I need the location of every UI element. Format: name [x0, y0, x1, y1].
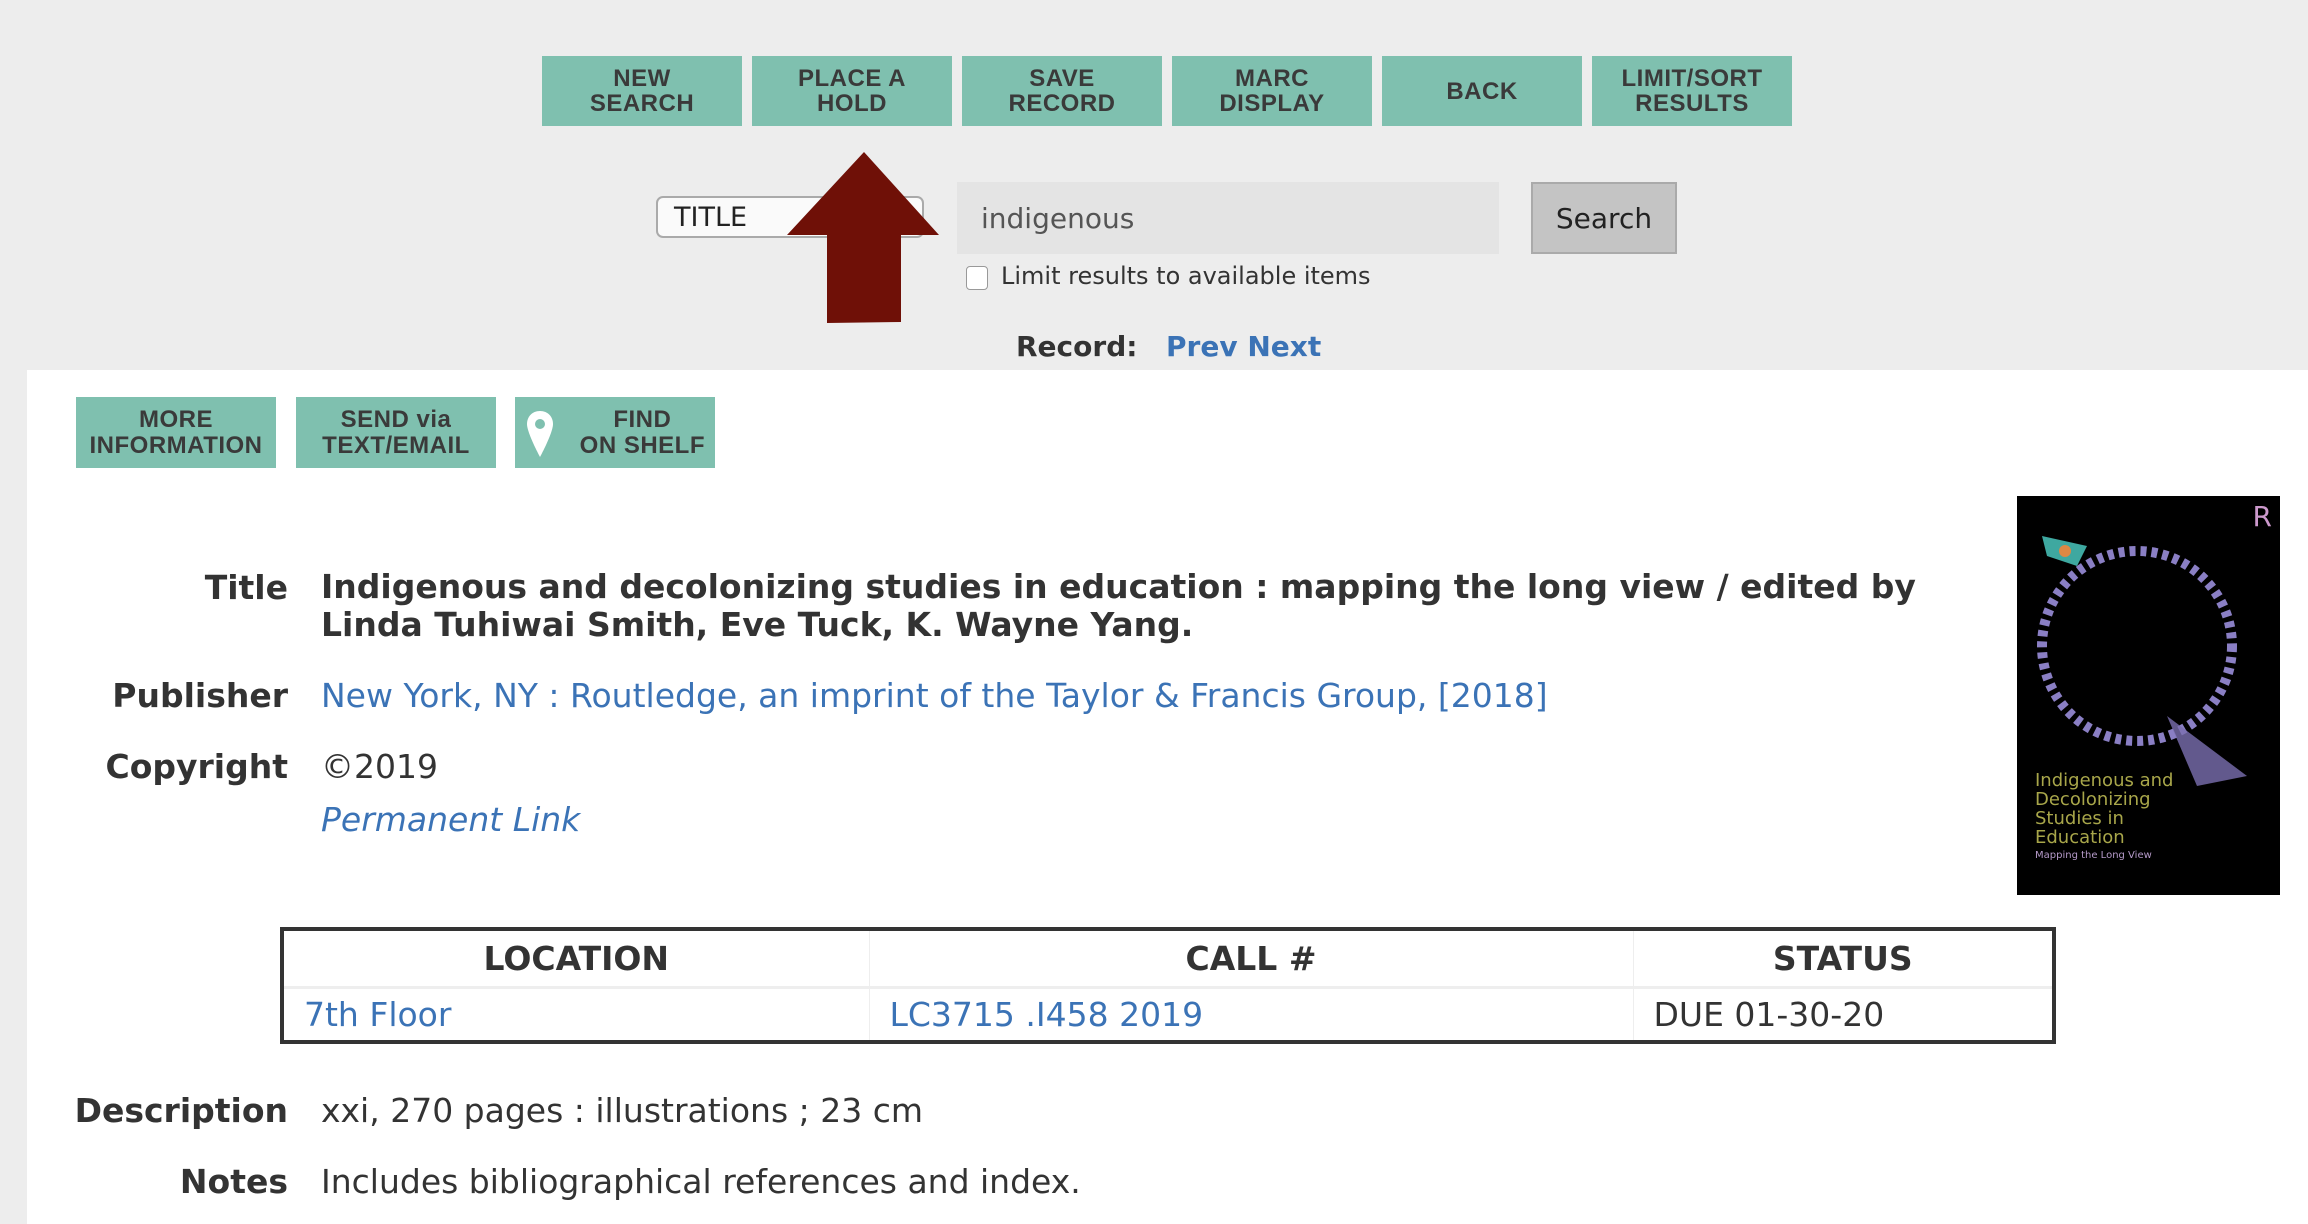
- cover-subtitle: Mapping the Long View: [2035, 850, 2152, 861]
- location-link[interactable]: 7th Floor: [282, 987, 870, 1042]
- cover-art: [2037, 536, 2247, 786]
- limit-available-label: Limit results to available items: [1001, 262, 1371, 290]
- holdings-header: LOCATION CALL # STATUS: [282, 929, 2055, 989]
- limit-available-checkbox[interactable]: [966, 266, 988, 290]
- search-button[interactable]: Search: [1531, 182, 1677, 254]
- back-button[interactable]: BACK: [1382, 56, 1582, 126]
- notes-value: Includes bibliographical references and …: [321, 1162, 1081, 1201]
- status-header: STATUS: [1633, 929, 2055, 989]
- prev-link[interactable]: Prev: [1166, 330, 1238, 363]
- publisher-link[interactable]: New York, NY : Routledge, an imprint of …: [321, 676, 1548, 715]
- copyright-value: ©2019: [321, 747, 438, 786]
- limit-sort-button[interactable]: LIMIT/SORT RESULTS: [1592, 56, 1792, 126]
- publisher-label: Publisher: [112, 676, 288, 715]
- new-search-button[interactable]: NEW SEARCH: [542, 56, 742, 126]
- search-input[interactable]: [957, 182, 1499, 254]
- more-information-label: MORE INFORMATION: [89, 405, 263, 459]
- record-nav: Prev Next: [1166, 330, 1321, 363]
- map-pin-icon: [527, 411, 553, 457]
- send-label: SEND via TEXT/EMAIL: [322, 405, 470, 459]
- save-record-label: SAVE RECORD: [1008, 65, 1116, 117]
- back-label: BACK: [1446, 77, 1518, 105]
- book-cover: R Indigenous and Decolonizing Studies in…: [2017, 496, 2280, 895]
- new-search-label: NEW SEARCH: [589, 65, 695, 117]
- holdings-table: LOCATION CALL # STATUS 7th Floor LC3715 …: [280, 927, 2056, 1044]
- description-value: xxi, 270 pages : illustrations ; 23 cm: [321, 1091, 924, 1130]
- find-on-shelf-label: FIND ON SHELF: [579, 405, 705, 459]
- place-hold-button[interactable]: PLACE A HOLD: [752, 56, 952, 126]
- call-number-link[interactable]: LC3715 .I458 2019: [869, 987, 1634, 1042]
- title-label: Title: [204, 568, 288, 607]
- title-value: Indigenous and decolonizing studies in e…: [321, 567, 1916, 644]
- call-number-header: CALL #: [869, 929, 1634, 989]
- next-link[interactable]: Next: [1247, 330, 1322, 363]
- record-label: Record:: [1016, 330, 1138, 363]
- more-information-button[interactable]: MORE INFORMATION: [76, 397, 276, 468]
- marc-display-label: MARC DISPLAY: [1219, 65, 1325, 117]
- status-value: DUE 01-30-20: [1633, 987, 2055, 1042]
- copyright-label: Copyright: [105, 747, 289, 786]
- limit-sort-label: LIMIT/SORT RESULTS: [1621, 65, 1763, 117]
- record-panel: [27, 370, 2308, 1224]
- cover-title: Indigenous and Decolonizing Studies in E…: [2035, 770, 2174, 848]
- arrow-up-icon: [787, 152, 939, 323]
- save-record-button[interactable]: SAVE RECORD: [962, 56, 1162, 126]
- table-row: 7th Floor LC3715 .I458 2019 DUE 01-30-20: [282, 987, 2055, 1042]
- marc-display-button[interactable]: MARC DISPLAY: [1172, 56, 1372, 126]
- description-label: Description: [74, 1091, 288, 1130]
- location-header: LOCATION: [282, 929, 870, 989]
- send-text-email-button[interactable]: SEND via TEXT/EMAIL: [296, 397, 496, 468]
- find-on-shelf-button[interactable]: FIND ON SHELF: [515, 397, 715, 468]
- permanent-link[interactable]: Permanent Link: [321, 800, 581, 839]
- cover-publisher-mark: R: [2252, 500, 2272, 533]
- place-hold-label: PLACE A HOLD: [798, 65, 906, 117]
- notes-label: Notes: [179, 1162, 288, 1201]
